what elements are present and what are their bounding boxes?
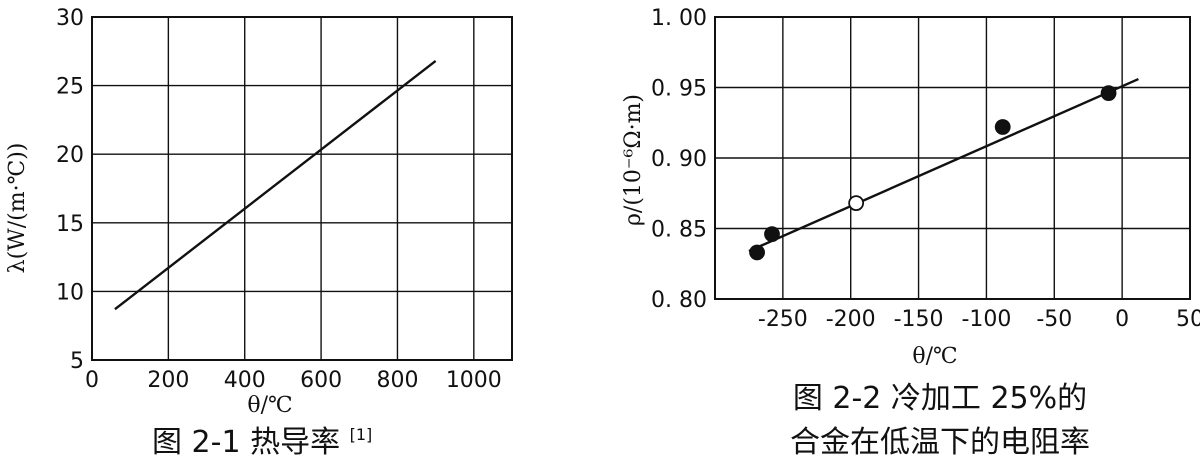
chart2-y-tick-label: 0. 85 xyxy=(651,218,707,243)
chart1-grid xyxy=(91,16,513,361)
chart2-data-point-filled xyxy=(764,226,780,243)
resistivity-chart: -250 -200 -150 -100 -50 0 50 0. 80 0. 85 0. 90 0. … xyxy=(621,6,1200,460)
chart1-y-tick-label: 5 xyxy=(70,349,84,374)
chart1-caption-reference: [1] xyxy=(350,425,373,444)
chart2-fit-line xyxy=(748,77,1139,253)
chart2-x-tick-label: -200 xyxy=(826,307,876,332)
chart1-y-tick-label: 20 xyxy=(56,143,84,168)
chart1-x-tick-label: 200 xyxy=(147,368,189,393)
chart1-caption: 图 2-1 热导率 [1] xyxy=(152,425,372,460)
chart2-caption-line1: 图 2-2 冷加工 25%的 xyxy=(793,381,1087,416)
chart2-y-tick-label: 0. 90 xyxy=(651,147,707,172)
chart2-y-axis-label: ρ/(10⁻⁶Ω·m) xyxy=(621,94,646,226)
chart2-x-axis-label: θ/℃ xyxy=(912,344,957,369)
chart2-x-tick-label: -150 xyxy=(894,307,944,332)
chart1-y-tick-label: 25 xyxy=(56,75,84,100)
chart1-x-axis-label: θ/℃ xyxy=(247,393,292,418)
chart1-y-tick-label: 10 xyxy=(56,280,84,305)
chart2-y-tick-label: 1. 00 xyxy=(651,6,707,31)
chart2-x-tick-label: -100 xyxy=(961,307,1011,332)
chart2-x-tick-label: 50 xyxy=(1176,307,1200,332)
chart1-series-line xyxy=(114,59,437,311)
chart2-data-point-filled xyxy=(749,244,765,261)
chart2-y-tick-label: 0. 80 xyxy=(651,288,707,313)
chart1-x-tick-label: 600 xyxy=(300,368,342,393)
chart1-y-tick-label: 30 xyxy=(56,6,84,31)
chart2-x-tick-label: 0 xyxy=(1115,307,1129,332)
chart2-y-tick-label: 0. 95 xyxy=(651,77,707,102)
chart2-data-point-open xyxy=(848,195,865,212)
chart2-data-point-filled xyxy=(1100,85,1117,102)
chart1-plot-frame xyxy=(91,16,513,361)
chart1-y-axis-label: λ(W/(m·℃)) xyxy=(5,143,30,274)
chart2-grid xyxy=(714,16,1191,300)
thermal-conductivity-chart: 0 200 400 600 800 1000 5 10 15 20 25 30 θ/℃ λ(W/(m·… xyxy=(5,6,513,460)
chart1-x-tick-label: 400 xyxy=(224,368,266,393)
chart2-series xyxy=(748,77,1139,261)
chart1-y-tick-label: 15 xyxy=(56,212,84,237)
chart2-data-point-filled xyxy=(994,119,1011,135)
chart2-caption-line2: 合金在低温下的电阻率 xyxy=(790,425,1090,460)
chart2-tick-labels: -250 -200 -150 -100 -50 0 50 0. 80 0. 85 0. 90 0. … xyxy=(651,6,1200,332)
chart2-x-tick-label: -50 xyxy=(1036,307,1072,332)
chart1-caption-text: 图 2-1 热导率 xyxy=(152,425,340,460)
chart2-x-tick-label: -250 xyxy=(758,307,808,332)
chart1-tick-labels: 0 200 400 600 800 1000 5 10 15 20 25 30 xyxy=(56,6,502,393)
chart1-x-tick-label: 800 xyxy=(376,368,418,393)
chart1-x-tick-label: 1000 xyxy=(446,368,502,393)
chart1-series xyxy=(114,59,437,311)
chart1-x-tick-label: 0 xyxy=(85,368,99,393)
